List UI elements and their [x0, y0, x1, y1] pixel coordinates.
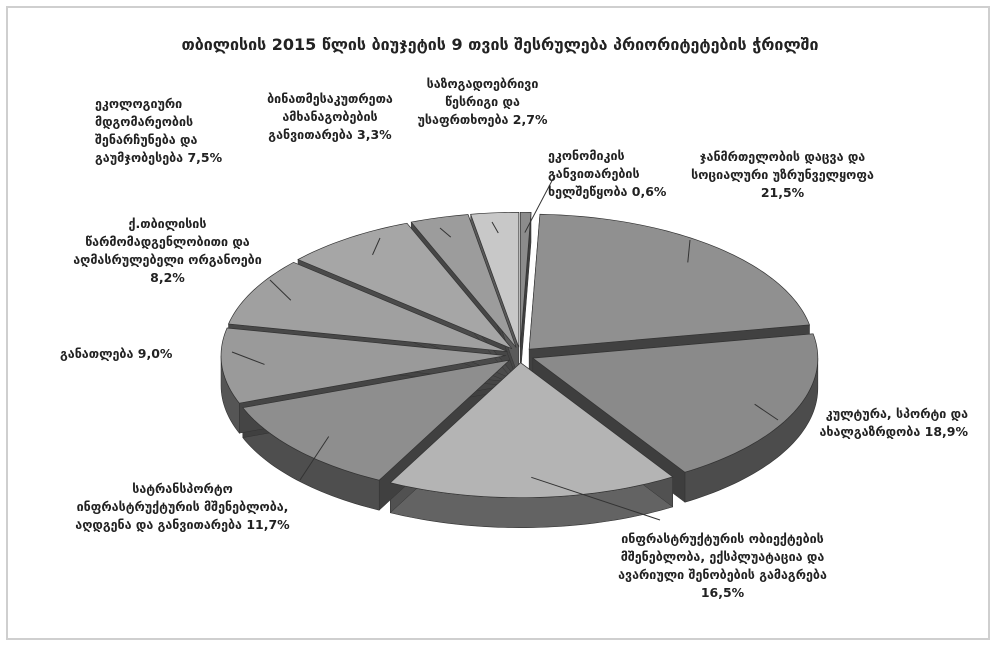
leader-line	[687, 239, 691, 263]
slice	[242, 359, 511, 481]
category-label: ბინათმესაკუთრეთა ამხანაგობების განვითარე…	[267, 91, 393, 142]
slice	[531, 333, 819, 473]
slice	[227, 261, 508, 352]
slice	[410, 214, 517, 348]
value-label: 2,7%	[512, 112, 548, 127]
category-label: განათლება	[60, 346, 134, 361]
slice	[519, 211, 532, 348]
value-label: 8,2%	[150, 270, 185, 285]
frame	[6, 6, 990, 640]
slice	[389, 362, 674, 499]
value-label: 9,0%	[137, 346, 173, 361]
value-label: 7,5%	[187, 150, 223, 165]
data-label: სატრანსპორტო ინფრასტრუქტურის მშენებლობა,…	[75, 480, 290, 534]
chart-title: თბილისის 2015 წლის ბიუჯეტის 9 თვის შესრუ…	[181, 35, 819, 54]
data-label: ჯანმრთელობის დაცვა და სოციალური უზრუნველ…	[690, 148, 875, 202]
data-label: საზოგადოებრივი წესრიგი და უსაფრთხოება 2,…	[405, 75, 560, 129]
slice	[470, 211, 520, 348]
value-label: 21,5%	[760, 185, 805, 200]
data-label: ინფრასტრუქტურის ობიექტების მშენებლობა, ე…	[615, 530, 830, 602]
leader-line	[372, 237, 381, 256]
slice	[528, 213, 811, 350]
leader-line	[524, 174, 556, 233]
leader-line	[754, 403, 779, 421]
leader-line	[299, 436, 330, 481]
data-label: კულტურა, სპორტი და ახალგაზრდობა 18,9%	[818, 405, 968, 441]
leader-line	[269, 279, 292, 301]
category-label: საზოგადოებრივი წესრიგი და უსაფრთხოება	[417, 76, 539, 127]
category-label: ქ.თბილისის წარმომადგენლობითი და აღმასრულ…	[73, 216, 262, 267]
category-label: ინფრასტრუქტურის ობიექტების მშენებლობა, ე…	[618, 531, 827, 582]
data-label: ბინათმესაკუთრეთა ამხანაგობების განვითარე…	[245, 90, 415, 144]
value-label: 3,3%	[357, 127, 392, 142]
category-label: სატრანსპორტო ინფრასტრუქტურის მშენებლობა,…	[75, 481, 289, 532]
slice	[297, 222, 513, 350]
data-label: ქ.თბილისის წარმომადგენლობითი და აღმასრულ…	[65, 215, 270, 287]
leader-line	[439, 227, 452, 238]
slice	[220, 327, 507, 404]
data-label: ეკონომიკის განვითარების ხელშეწყობა 0,6%	[548, 147, 698, 201]
category-label: ეკონომიკის განვითარების ხელშეწყობა	[548, 148, 640, 199]
data-label: განათლება 9,0%	[60, 345, 205, 363]
category-label: ეკოლოგიური მდგომარეობის შენარჩუნება და გ…	[95, 96, 198, 165]
category-label: ჯანმრთელობის დაცვა და სოციალური უზრუნველ…	[691, 149, 874, 182]
leader-line	[531, 476, 661, 521]
category-label: კულტურა, სპორტი და ახალგაზრდობა	[819, 406, 968, 439]
value-label: 0,6%	[631, 184, 667, 199]
value-label: 16,5%	[700, 585, 745, 600]
leader-line	[491, 221, 499, 234]
leader-line	[231, 351, 265, 365]
data-label: ეკოლოგიური მდგომარეობის შენარჩუნება და გ…	[95, 95, 255, 167]
value-label: 18,9%	[924, 424, 968, 439]
value-label: 11,7%	[246, 517, 290, 532]
